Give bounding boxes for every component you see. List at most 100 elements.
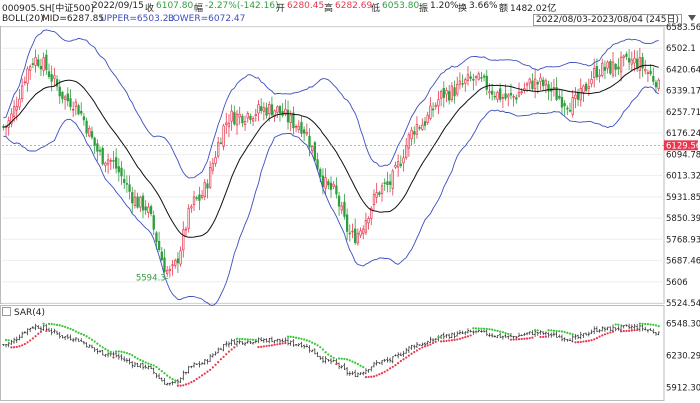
candle-body: [105, 163, 107, 165]
sar-dot: [257, 346, 259, 348]
candle-body: [400, 164, 402, 165]
sar-dot: [373, 375, 375, 377]
candle-body: [534, 79, 536, 89]
sar-dot: [196, 378, 198, 380]
sar-dot: [435, 341, 437, 343]
candle-body: [470, 77, 472, 79]
sar-dot: [188, 382, 190, 384]
sar-dot: [308, 340, 310, 342]
candle-body: [408, 135, 410, 148]
candle-body: [601, 63, 603, 75]
sar-dot: [547, 329, 549, 331]
candle-body: [276, 107, 278, 112]
sar-dot: [545, 336, 547, 338]
candle-body: [94, 138, 96, 146]
candle-body: [462, 83, 464, 84]
sar-dot: [365, 376, 367, 378]
candle-body: [650, 71, 652, 74]
candle-body: [545, 81, 547, 85]
candle-body: [360, 231, 362, 235]
candle-body: [564, 103, 566, 105]
sar-dot: [99, 345, 101, 347]
sar-dot: [190, 381, 192, 383]
candle-body: [201, 195, 203, 197]
candle-body: [145, 207, 147, 210]
sar-dot: [641, 323, 643, 325]
sar-dot: [142, 360, 144, 362]
candle-body: [328, 181, 330, 185]
candle-body: [134, 197, 136, 205]
price-axis-tick: 5768.93: [666, 235, 700, 245]
sar-dot: [636, 329, 638, 331]
sar-dot: [338, 357, 340, 359]
candle-body: [424, 122, 426, 126]
sar-dot: [333, 357, 335, 359]
candle-body: [244, 121, 246, 124]
sar-dot: [658, 325, 660, 327]
sar-dot: [357, 363, 359, 365]
sar-dot: [322, 348, 324, 350]
sar-panel-border: [1, 306, 665, 401]
candle-body: [634, 58, 636, 63]
candle-body: [502, 98, 504, 99]
candle-body: [67, 94, 69, 101]
candle-body: [346, 215, 348, 232]
sar-dot: [381, 372, 383, 374]
sar-dot: [521, 338, 523, 340]
candle-body: [217, 143, 219, 156]
sar-dot: [319, 346, 321, 348]
candle-body: [451, 86, 453, 100]
candle-body: [266, 108, 268, 115]
sar-dot: [10, 346, 12, 348]
candle-body: [572, 97, 574, 114]
candle-body: [242, 116, 244, 123]
sar-dot: [5, 339, 7, 341]
sar-dot: [134, 356, 136, 358]
candle-body: [258, 105, 260, 113]
candle-body: [529, 79, 531, 83]
candle-body: [252, 118, 254, 121]
sar-dot: [400, 360, 402, 362]
sar-dot: [327, 353, 329, 355]
candle-body: [561, 97, 563, 107]
sar-dot: [51, 323, 53, 325]
sar-dot: [161, 370, 163, 372]
sar-dot: [582, 340, 584, 342]
candle-body: [43, 58, 45, 71]
sar-dot: [252, 339, 254, 341]
candle-body: [446, 90, 448, 94]
sar-dot: [499, 331, 501, 333]
candle-body: [303, 130, 305, 133]
sar-dot: [566, 332, 568, 334]
sar-dot: [43, 323, 45, 325]
sar-dot: [287, 335, 289, 337]
sar-dot: [274, 344, 276, 346]
sar-dot: [290, 336, 292, 338]
candle-body: [403, 158, 405, 163]
price-axis-tick: 6257.71: [666, 108, 700, 118]
candle-body: [607, 62, 609, 68]
sar-dot: [61, 325, 63, 327]
candle-body: [156, 233, 158, 242]
sar-dot: [494, 329, 496, 331]
candle-body: [250, 116, 252, 119]
sar-dot: [298, 337, 300, 339]
sar-dot: [529, 337, 531, 339]
candle-body: [220, 143, 222, 144]
candle-body: [287, 110, 289, 122]
candle-body: [349, 233, 351, 234]
sar-dot: [217, 361, 219, 363]
sar-dot: [486, 328, 488, 330]
candle-body: [228, 123, 230, 127]
sar-dot: [94, 340, 96, 342]
candle-body: [344, 202, 346, 216]
sar-dot: [145, 361, 147, 363]
candle-body: [279, 106, 281, 113]
sar-dot: [408, 355, 410, 357]
sar-dot: [478, 327, 480, 329]
sar-dot: [410, 353, 412, 355]
sar-dot: [112, 356, 114, 358]
sar-dot: [510, 339, 512, 341]
candle-body: [56, 79, 58, 86]
